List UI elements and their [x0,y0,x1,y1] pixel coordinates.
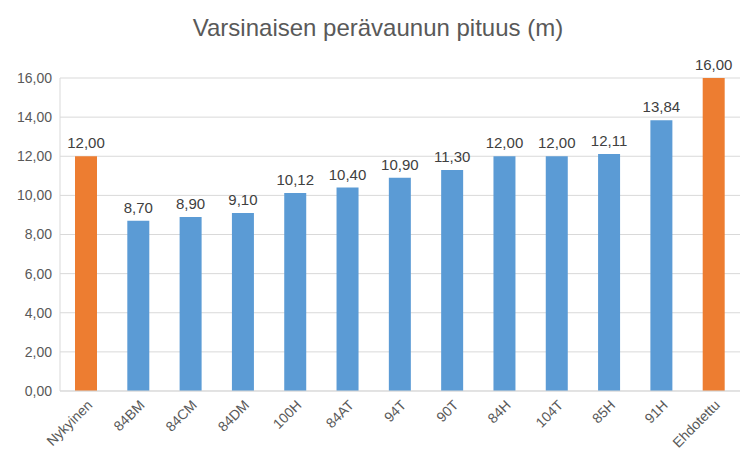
svg-text:14,00: 14,00 [17,109,52,125]
svg-text:12,00: 12,00 [17,148,52,164]
svg-text:91H: 91H [641,397,670,426]
svg-text:13,84: 13,84 [643,98,681,115]
svg-text:8,70: 8,70 [124,199,153,216]
svg-text:2,00: 2,00 [25,344,52,360]
svg-text:90T: 90T [433,397,462,426]
svg-text:6,00: 6,00 [25,266,52,282]
svg-text:16,00: 16,00 [695,56,733,73]
svg-text:84BM: 84BM [110,397,147,434]
svg-text:10,90: 10,90 [381,156,419,173]
svg-text:84CM: 84CM [162,397,200,435]
svg-text:10,00: 10,00 [17,187,52,203]
svg-text:10,40: 10,40 [329,166,367,183]
svg-text:11,30: 11,30 [434,148,470,165]
svg-text:0,00: 0,00 [25,383,52,399]
svg-text:12,00: 12,00 [538,134,576,151]
svg-text:16,00: 16,00 [17,70,52,86]
svg-text:9,10: 9,10 [228,191,257,208]
svg-text:10,12: 10,12 [276,171,314,188]
svg-text:84DM: 84DM [214,397,252,435]
svg-text:100H: 100H [270,397,305,432]
svg-text:84H: 84H [484,397,513,426]
svg-text:4,00: 4,00 [25,305,52,321]
svg-text:Ehdotettu: Ehdotettu [669,397,723,451]
svg-text:12,00: 12,00 [67,134,105,151]
svg-text:8,90: 8,90 [176,195,205,212]
svg-text:104T: 104T [532,397,566,431]
svg-text:84AT: 84AT [323,397,358,432]
svg-text:8,00: 8,00 [25,226,52,242]
svg-text:12,00: 12,00 [486,134,524,151]
svg-text:Nykyinen: Nykyinen [43,397,95,449]
html-text:Varsinaisen perävaunun pituus: Varsinaisen perävaunun pituus (m) [192,14,564,41]
svg-text:94T: 94T [381,397,410,426]
svg-text:12,11: 12,11 [591,132,627,149]
svg-text:85H: 85H [589,397,618,426]
